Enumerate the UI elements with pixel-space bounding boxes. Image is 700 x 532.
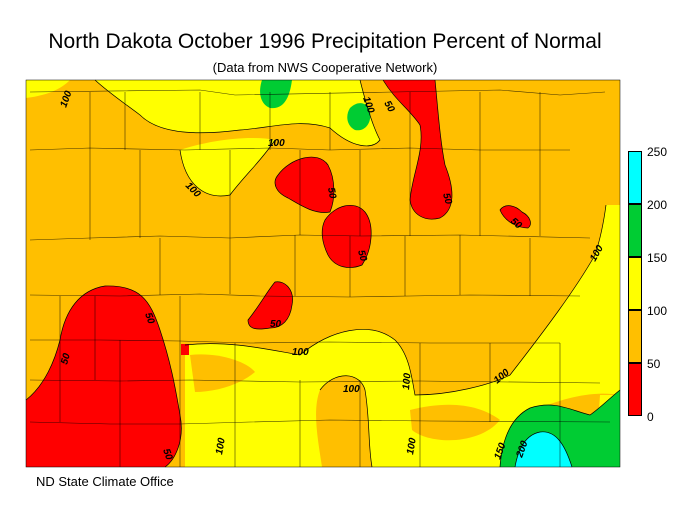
band-0-50-central-b [322, 205, 372, 268]
legend-band-50-100 [628, 310, 642, 363]
legend-band-100-150 [628, 257, 642, 310]
band-200-250-southeast [515, 431, 572, 467]
band-100-150-northwest [26, 80, 70, 98]
contour-label: 100 [292, 347, 309, 358]
contour-label: 100 [268, 138, 285, 149]
band-50-100-pocket-a [316, 375, 372, 467]
legend-band-0-50 [628, 363, 642, 416]
legend-tick-label: 150 [647, 251, 668, 265]
contour-label: 50 [270, 319, 282, 330]
county-boundaries [29, 89, 611, 467]
contour-label: 50 [355, 249, 369, 263]
band-0-50-small-spot [181, 344, 189, 355]
band-0-50-northeast-plume [383, 80, 452, 220]
legend-band-200-250 [628, 151, 642, 204]
band-0-50-east-spot [500, 205, 531, 228]
band-100-150-south [185, 205, 620, 467]
map-title: North Dakota October 1996 Precipitation … [48, 30, 602, 53]
contour-label: 50 [440, 192, 454, 206]
map-subtitle: (Data from NWS Cooperative Network) [212, 60, 438, 75]
contour-label: 50 [59, 352, 73, 366]
contour-label: 50 [325, 187, 338, 200]
legend-tick-label: 100 [647, 304, 668, 318]
contour-label: 50 [381, 99, 396, 115]
contour-lines [25, 79, 621, 468]
band-150-200-north-b [347, 103, 371, 131]
contour-label: 50 [142, 311, 156, 326]
legend-tick-label: 250 [647, 145, 668, 159]
contour-label: 100 [214, 437, 228, 456]
band-50-100-pocket-c [410, 404, 500, 441]
band-100-150-northcentral [180, 138, 275, 196]
legend-band-150-200 [628, 204, 642, 257]
band-50-100-pocket-b [190, 354, 255, 392]
band-100-150-north [95, 80, 380, 146]
legend-tick-label: 200 [647, 198, 668, 212]
legend-tick-label: 0 [647, 410, 654, 424]
contour-label: 100 [343, 384, 360, 395]
map-frame [25, 79, 621, 468]
band-0-50-southwest [26, 285, 182, 467]
contour-label: 100 [401, 372, 413, 390]
band-0-50-central-c [248, 281, 293, 330]
contour-label: 100 [405, 437, 419, 456]
contour-label: 50 [160, 447, 174, 462]
credit-text: ND State Climate Office [36, 474, 174, 489]
legend-tick-label: 50 [647, 357, 661, 371]
